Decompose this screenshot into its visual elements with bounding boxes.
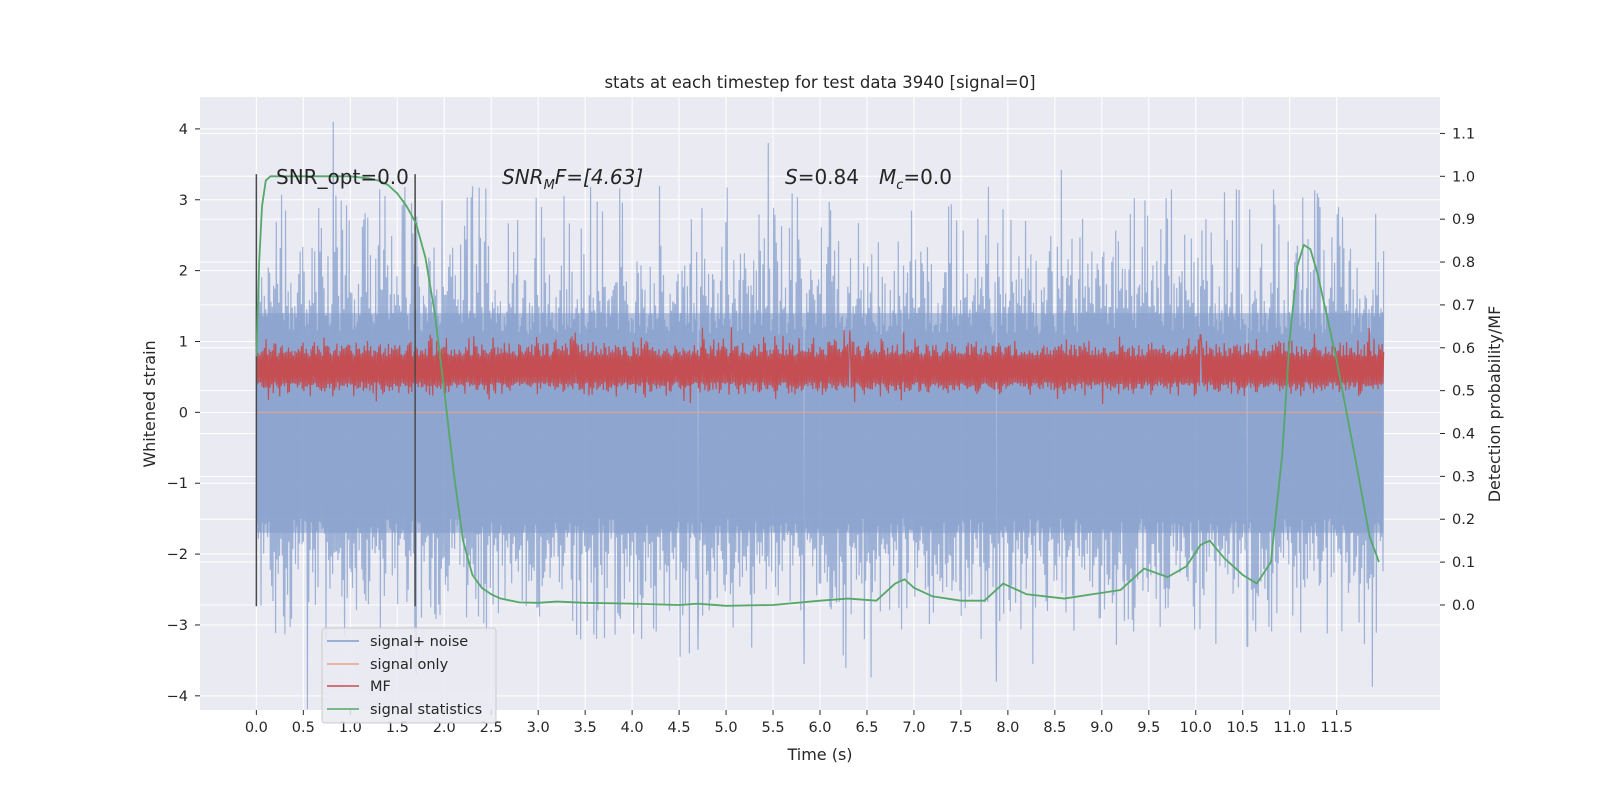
x-tick-label: 5.0: [715, 720, 738, 736]
annotation-mc-symbol: M: [879, 165, 896, 189]
legend-box: [321, 627, 497, 724]
y2-tick-label: 0.0: [1452, 598, 1475, 614]
x-tick-label: 1.5: [386, 720, 409, 736]
x-tick-label: 4.5: [668, 720, 691, 736]
x-tick-label: 11.5: [1321, 720, 1353, 736]
series-mf: [255, 327, 1385, 404]
signal-statistics-line: [255, 175, 1380, 607]
y2-tick-label: 1.0: [1452, 169, 1475, 185]
x-tick-label: 2.0: [433, 720, 456, 736]
y2-axis-ticks: 1.1 1.0 0.9 0.8 0.7 0.6 0.5 0.4 0.3 0.2 0.1 0.0: [1440, 126, 1475, 614]
y2-tick-label: 0.2: [1452, 512, 1475, 528]
x-tick-label: 1.0: [339, 720, 362, 736]
x-axis-label: Time (s): [786, 745, 852, 764]
legend-label-mf: MF: [370, 679, 391, 695]
annotation-snr-mf-value: F=[4.63]: [555, 165, 643, 189]
series-signal-statistics: [255, 175, 1380, 607]
y-tick-label: −1: [167, 476, 188, 492]
signal-noise-core-band: [256, 313, 1384, 533]
y2-tick-label: 1.1: [1452, 126, 1475, 142]
x-tick-label: 9.5: [1137, 720, 1160, 736]
annotation-s-value: =0.84: [798, 165, 859, 189]
y-axis-ticks: 4 3 2 1 0 −1 −2 −3 −4: [167, 122, 200, 705]
y2-tick-label: 0.6: [1452, 341, 1475, 357]
annotation-snr-mf: SNRMF=[4.63]: [502, 165, 643, 193]
annotation-snr-mf-subscript: M: [544, 178, 555, 193]
y2-tick-label: 0.4: [1452, 427, 1475, 443]
annotation-mc: Mc=0.0: [879, 165, 952, 193]
x-tick-label: 4.0: [621, 720, 644, 736]
y2-tick-label: 0.7: [1452, 298, 1475, 314]
y-tick-label: 0: [179, 405, 188, 421]
chart-title: stats at each timestep for test data 394…: [604, 73, 1035, 92]
annotation-snr-opt: SNR_opt=0.0: [276, 165, 409, 189]
y-tick-label: 2: [179, 264, 188, 280]
y-tick-label: 3: [179, 193, 188, 209]
x-tick-label: 5.5: [761, 720, 784, 736]
x-tick-label: 2.5: [480, 720, 503, 736]
y2-axis-label: Detection probability/MF: [1485, 306, 1504, 503]
annotation-mc-value: =0.0: [903, 165, 952, 189]
y2-tick-label: 0.1: [1452, 555, 1475, 571]
annotations: SNR_opt=0.0 SNRMF=[4.63] S=0.84 Mc=0.0: [276, 165, 952, 193]
y-tick-label: −2: [167, 547, 188, 563]
legend: signal+ noise signal only MF signal stat…: [321, 627, 497, 724]
x-tick-label: 8.5: [1043, 720, 1066, 736]
x-tick-label: 6.5: [855, 720, 878, 736]
legend-label-signal-noise: signal+ noise: [370, 634, 468, 650]
vertical-markers: [255, 174, 416, 607]
annotation-snr-mf-symbol: SNR: [502, 165, 544, 189]
y2-tick-label: 0.8: [1452, 255, 1475, 271]
x-tick-label: 0.5: [292, 720, 315, 736]
x-tick-label: 7.5: [949, 720, 972, 736]
x-tick-label: 7.0: [902, 720, 925, 736]
x-tick-label: 8.0: [996, 720, 1019, 736]
y-tick-label: 1: [179, 334, 188, 350]
y-axis-label: Whitened strain: [140, 340, 159, 467]
annotation-s-symbol: S: [785, 165, 798, 189]
x-tick-label: 0.0: [245, 720, 268, 736]
annotation-s: S=0.84: [785, 165, 859, 189]
annotation-mc-subscript: c: [896, 178, 903, 193]
x-axis-ticks: 0.0 0.5 1.0 1.5 2.0 2.5 3.0 3.5 4.0 4.5 5.0 5.5 6.0 6…: [245, 710, 1353, 736]
x-tick-label: 10.5: [1227, 720, 1259, 736]
legend-label-signal-statistics: signal statistics: [370, 702, 482, 718]
y2-tick-label: 0.3: [1452, 469, 1475, 485]
x-tick-label: 3.5: [574, 720, 597, 736]
x-tick-label: 6.0: [808, 720, 831, 736]
y-tick-label: −4: [167, 689, 188, 705]
y-tick-label: −3: [167, 618, 188, 634]
mf-line: [255, 327, 1385, 404]
x-tick-label: 3.0: [527, 720, 550, 736]
x-tick-label: 10.0: [1180, 720, 1212, 736]
x-tick-label: 11.0: [1274, 720, 1306, 736]
y2-tick-label: 0.5: [1452, 384, 1475, 400]
y-tick-label: 4: [179, 122, 188, 138]
x-tick-label: 9.0: [1090, 720, 1113, 736]
y2-tick-label: 0.9: [1452, 212, 1475, 228]
legend-label-signal-only: signal only: [370, 657, 449, 673]
